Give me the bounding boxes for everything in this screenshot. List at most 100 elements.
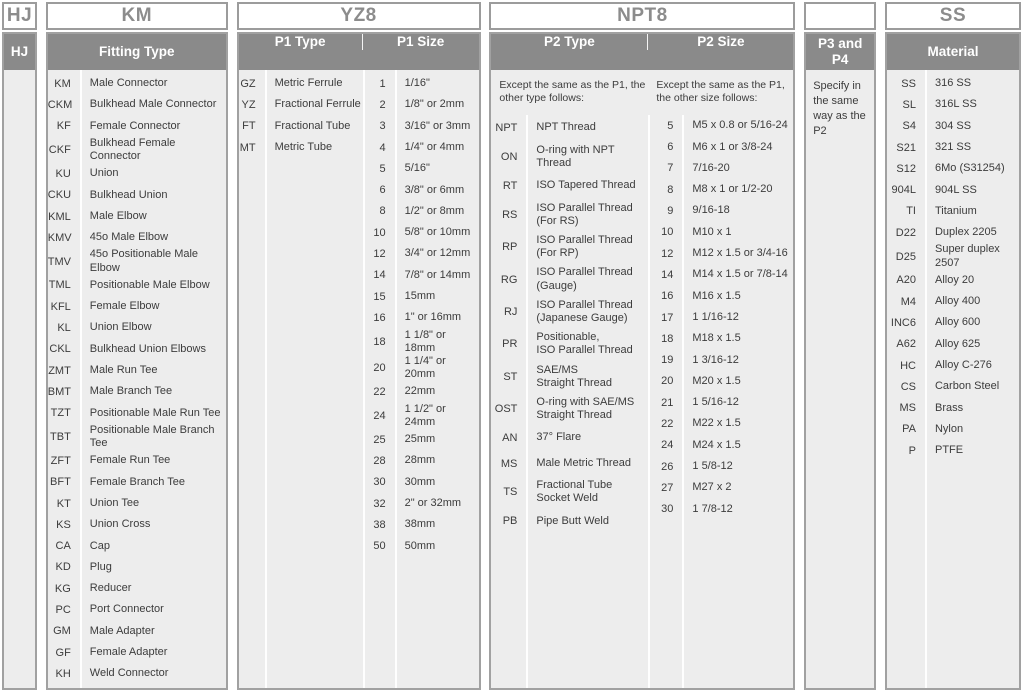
- material-code: INC6: [890, 316, 916, 329]
- table-row: PC Port Connector: [48, 599, 226, 620]
- fitting-description: Female Adapter: [89, 646, 168, 658]
- column-divider: [526, 115, 529, 688]
- table-row: 17 1 1/16-12: [648, 307, 793, 328]
- p1-size-code: 1: [379, 77, 386, 90]
- p2-type-description: O-ring with SAE/MS Straight Thread: [536, 395, 635, 422]
- fitting-description: Female Connector: [89, 119, 181, 132]
- table-row: 7 7/16-20: [648, 158, 793, 179]
- p2-size-code: 8: [667, 183, 674, 196]
- p1-size-code: 24: [373, 409, 386, 422]
- fitting-code: GM: [53, 625, 71, 638]
- material-code: S21: [896, 141, 916, 154]
- p2-size-description: 1 1/16-12: [692, 310, 739, 323]
- material-code: A20: [896, 274, 916, 287]
- p2-type-rows: NPT NPT Thread ON O-ring with NPT Thread: [491, 115, 648, 534]
- table-row: 27 M27 x 2: [648, 477, 793, 498]
- table-row: 1 1/16": [363, 73, 479, 94]
- fitting-description: Positionable Male Branch Tee: [89, 423, 215, 450]
- p2-size-code: 20: [661, 375, 674, 388]
- p2-type-description: O-ring with NPT Thread: [536, 143, 615, 169]
- fitting-code: CKF: [48, 144, 71, 157]
- p1-type-description: Metric Ferrule: [274, 77, 343, 90]
- p1-type-code: FT: [242, 120, 256, 133]
- material-description: Nylon: [934, 422, 964, 435]
- material-code: S4: [902, 120, 916, 133]
- table-row: RG ISO Parallel Thread (Gauge): [491, 263, 648, 295]
- table-row: RS ISO Parallel Thread (For RS): [491, 199, 648, 231]
- p1-type-code: GZ: [240, 77, 256, 90]
- p1-size-description: 38mm: [404, 518, 436, 531]
- table-row: KML Male Elbow: [48, 206, 226, 227]
- p1-size-description: 15mm: [404, 290, 436, 303]
- table-row: PA Nylon: [887, 419, 1019, 440]
- table-row: 25 25mm: [363, 429, 479, 450]
- p2-type-note: Except the same as the P1, the other typ…: [499, 79, 646, 105]
- p2-type-description: Fractional Tube Socket Weld: [536, 479, 613, 505]
- p2-type-code: AN: [502, 432, 518, 444]
- p2-type-description: 37° Flare: [536, 431, 582, 444]
- hj-panel: HJ: [2, 32, 37, 690]
- fitting-code: KF: [56, 120, 71, 133]
- p2-size-code: 24: [661, 439, 674, 452]
- table-row: MT Metric Tube: [239, 137, 363, 158]
- material-header-bar: Material: [886, 34, 1019, 70]
- fitting-code: KS: [56, 518, 71, 531]
- p1-size-description: 5/8" or 10mm: [404, 226, 471, 239]
- fitting-code: KL: [57, 322, 71, 335]
- fitting-code: KM: [54, 77, 71, 90]
- table-row: 5 M5 x 0.8 or 5/16-24: [648, 115, 793, 136]
- p2-size-description: 1 7/8-12: [692, 502, 733, 515]
- p1-type-description: Fractional Ferrule: [274, 98, 361, 111]
- p2-type-description: SAE/MS Straight Thread: [536, 363, 613, 389]
- table-row: 22 22mm: [363, 381, 479, 402]
- p1-size-description: 28mm: [404, 454, 436, 467]
- yz8-panel: P1 Type P1 Size GZ Metric Ferrule: [236, 32, 481, 690]
- p3p4-body: Specify in the same way as the P2: [806, 70, 874, 688]
- column-material: SS Material SS 316 SS SL 316L SS: [884, 2, 1021, 690]
- p1-size-description: 7/8" or 14mm: [404, 268, 471, 281]
- table-row: P PTFE: [887, 440, 1019, 461]
- p2-type-code: ST: [503, 370, 518, 383]
- table-row: CA Cap: [48, 535, 226, 556]
- p2-size-description: M5 x 0.8 or 5/16-24: [692, 119, 788, 132]
- material-description: 6Mo (S31254): [934, 162, 1005, 175]
- table-row: 8 M8 x 1 or 1/2-20: [648, 179, 793, 200]
- p1-size-description: 3/16" or 3mm: [404, 119, 471, 132]
- table-row: KG Reducer: [48, 578, 226, 599]
- fitting-description: Bulkhead Female Connector: [89, 136, 176, 163]
- material-description: 316 SS: [934, 77, 972, 90]
- fitting-code: BMT: [47, 385, 72, 398]
- table-row: GF Female Adapter: [48, 642, 226, 663]
- fitting-code: BFT: [50, 476, 71, 489]
- p1-size-description: 3/4" or 12mm: [404, 247, 471, 260]
- p2-size-description: M6 x 1 or 3/8-24: [692, 140, 773, 153]
- table-row: BFT Female Branch Tee: [48, 472, 226, 493]
- fitting-description: Male Elbow: [89, 209, 147, 222]
- km-title: KM: [45, 2, 228, 30]
- p1-size-code: 3: [379, 120, 386, 133]
- table-row: 12 3/4" or 12mm: [363, 243, 479, 264]
- fitting-code: KG: [54, 582, 71, 595]
- table-row: TI Titanium: [887, 201, 1019, 222]
- table-row: RT ISO Tapered Thread: [491, 173, 648, 199]
- fitting-description: Union Tee: [89, 496, 140, 509]
- p2-type-code: ON: [500, 150, 518, 163]
- table-row: RJ ISO Parallel Thread (Japanese Gauge): [491, 296, 648, 328]
- fitting-description: 45o Positionable Male Elbow: [89, 248, 199, 274]
- fitting-description: Bulkhead Union: [89, 188, 168, 201]
- fitting-code: KMV: [47, 231, 72, 244]
- fitting-description: Bulkhead Male Connector: [89, 98, 217, 111]
- fitting-description: Male Connector: [89, 77, 168, 90]
- column-p2: NPT8 P2 Type P2 Size Except the same as …: [489, 2, 796, 690]
- material-description: Alloy C-276: [934, 358, 992, 371]
- table-row: 6 M6 x 1 or 3/8-24: [648, 137, 793, 158]
- p3p4-header-bar: P3 and P4: [806, 34, 875, 70]
- p2-size-code: 21: [661, 396, 674, 409]
- table-row: GM Male Adapter: [48, 621, 226, 642]
- table-row: OST O-ring with SAE/MS Straight Thread: [491, 393, 648, 425]
- table-row: PB Pipe Butt Weld: [491, 509, 648, 535]
- material-description: Brass: [934, 401, 964, 414]
- fitting-description: Union Cross: [89, 518, 151, 531]
- material-code: 904L: [891, 184, 916, 197]
- table-row: 10 5/8" or 10mm: [363, 222, 479, 243]
